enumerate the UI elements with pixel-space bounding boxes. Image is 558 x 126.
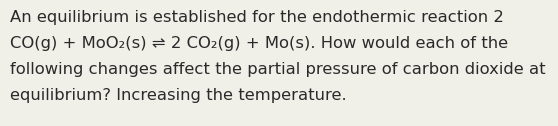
Text: following changes affect the partial pressure of carbon dioxide at: following changes affect the partial pre… <box>10 62 546 77</box>
Text: CO(g) + MoO₂(s) ⇌ 2 CO₂(g) + Mo(s). How would each of the: CO(g) + MoO₂(s) ⇌ 2 CO₂(g) + Mo(s). How … <box>10 36 508 51</box>
Text: equilibrium? Increasing the temperature.: equilibrium? Increasing the temperature. <box>10 88 347 103</box>
Text: An equilibrium is established for the endothermic reaction 2: An equilibrium is established for the en… <box>10 10 504 25</box>
